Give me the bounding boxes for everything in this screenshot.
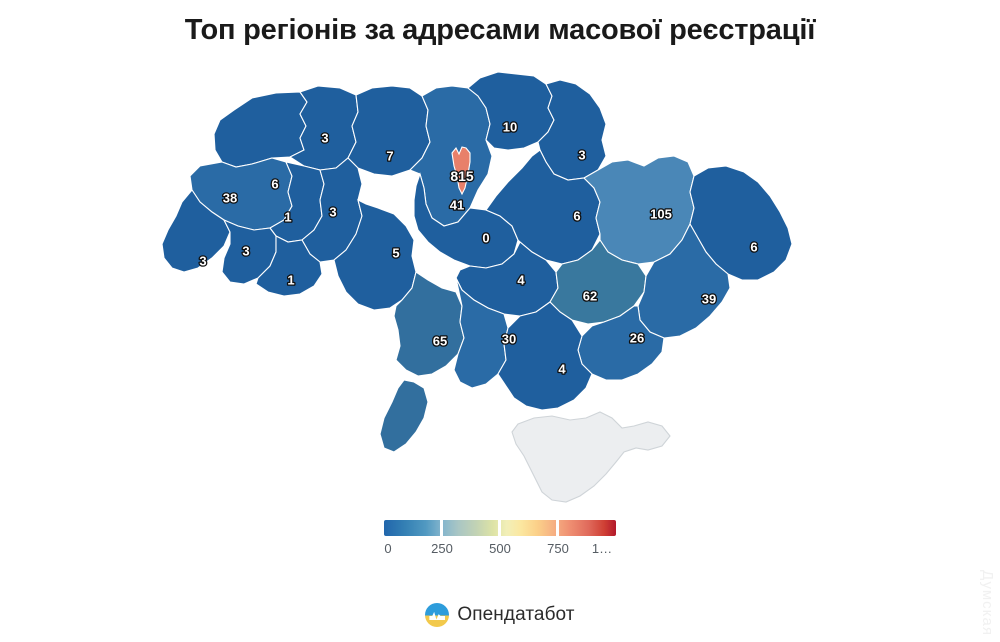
legend-tick-0: 0 [384, 541, 392, 556]
region-value-label: 105 [650, 207, 672, 222]
map-value-labels: 6 3 7 815 41 10 3 38 1 3 0 6 105 6 3 3 1… [198, 118, 759, 378]
region-value-label-kyiv-city: 815 [450, 168, 474, 184]
region-kyiv-city[interactable] [451, 146, 471, 196]
legend-tick-750: 750 [547, 541, 569, 556]
legend-tick-250: 250 [431, 541, 453, 556]
region-zakarpattia[interactable] [161, 189, 231, 273]
legend-tick-1000: 1… [591, 541, 613, 556]
watermark: Думская [979, 570, 996, 636]
map-regions [161, 71, 793, 503]
region-kherson[interactable] [497, 301, 593, 411]
region-value-label: 5 [392, 246, 399, 261]
region-value-label: 26 [630, 331, 644, 346]
region-vinnytsia[interactable] [333, 198, 417, 311]
region-odesa[interactable] [379, 271, 465, 453]
region-value-label: 62 [583, 289, 597, 304]
brand-footer: Опендатабот [0, 598, 1000, 632]
region-value-label: 65 [433, 334, 447, 349]
region-value-label: 1 [287, 273, 294, 288]
region-value-label: 6 [271, 177, 278, 192]
region-value-label: 6 [750, 240, 757, 255]
region-value-label: 3 [329, 205, 336, 220]
opendatabot-logo-icon [425, 603, 450, 627]
region-chernivtsi[interactable] [255, 235, 323, 297]
color-scale-legend: 0 250 500 750 1… [0, 520, 1000, 572]
region-value-label: 1 [284, 210, 291, 225]
region-value-label: 0 [482, 231, 489, 246]
region-value-label: 30 [502, 332, 516, 347]
legend-tick-500: 500 [489, 541, 511, 556]
region-value-label: 41 [450, 198, 464, 213]
region-value-label: 3 [578, 148, 585, 163]
region-value-label: 3 [321, 131, 328, 146]
region-value-label: 6 [573, 209, 580, 224]
ukraine-map-svg: 6 3 7 815 41 10 3 38 1 3 0 6 105 6 3 3 1… [161, 71, 793, 503]
legend-divider [498, 520, 501, 536]
region-value-label: 4 [558, 362, 566, 377]
region-crimea[interactable] [511, 411, 671, 503]
region-poltava[interactable] [485, 149, 601, 265]
legend-gradient-bar [384, 520, 616, 536]
legend-tick-labels: 0 250 500 750 1… [384, 541, 616, 561]
region-mykolaiv[interactable] [453, 277, 509, 389]
legend-divider [556, 520, 559, 536]
region-value-label: 3 [242, 244, 249, 259]
region-value-label: 4 [517, 273, 525, 288]
region-value-label: 39 [702, 292, 716, 307]
region-value-label: 10 [503, 120, 517, 135]
brand-name: Опендатабот [457, 604, 575, 625]
choropleth-map: 6 3 7 815 41 10 3 38 1 3 0 6 105 6 3 3 1… [0, 62, 1000, 512]
legend-divider [440, 520, 443, 536]
region-value-label: 38 [223, 191, 237, 206]
page-title: Топ регіонів за адресами масової реєстра… [184, 14, 816, 46]
region-value-label: 7 [386, 149, 393, 164]
region-value-label: 3 [199, 254, 206, 269]
